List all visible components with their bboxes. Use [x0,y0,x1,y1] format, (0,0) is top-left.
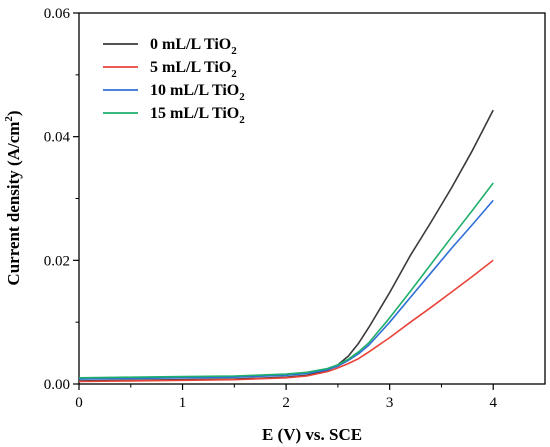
x-tick-label: 4 [489,395,497,411]
legend-label-sub: 2 [231,45,237,57]
y-axis-title-sup: 2 [3,116,15,122]
ticks: 0 1 2 3 4 0.00 0.02 0.04 0.06 [44,6,498,411]
legend-label: 0 mL/L TiO2 [150,36,237,57]
series-line [78,199,494,380]
legend-label: 15 mL/L TiO2 [150,105,245,126]
x-tick-label: 3 [386,395,394,411]
series-lines [78,109,494,383]
legend-label-sub: 2 [239,114,245,126]
x-tick-label: 2 [282,395,290,411]
legend-label-main: 15 mL/L TiO [150,105,239,122]
y-tick-label: 0.04 [44,130,71,146]
y-axis-title-end: ) [4,110,23,116]
x-tick-label: 0 [75,395,83,411]
series-line [78,259,494,383]
legend-label-main: 5 mL/L TiO [150,59,231,76]
legend-label-sub: 2 [231,68,237,80]
series-line [78,109,494,382]
plot-frame [78,12,546,385]
series-line [78,182,494,379]
legend-label: 5 mL/L TiO2 [150,59,237,80]
y-tick-label: 0.02 [44,253,70,269]
legend-label-main: 0 mL/L TiO [150,36,231,53]
y-tick-label: 0.06 [44,6,71,22]
x-tick-label: 1 [179,395,187,411]
y-axis-title: Current density (A/cm2) [3,110,23,285]
y-tick-label: 0.00 [44,377,70,393]
y-axis-title-main: Current density (A/cm [4,122,23,286]
legend-label-main: 10 mL/L TiO [150,82,239,99]
legend-label-sub: 2 [239,91,245,103]
x-axis-title: E (V) vs. SCE [262,425,362,444]
legend-label: 10 mL/L TiO2 [150,82,245,103]
